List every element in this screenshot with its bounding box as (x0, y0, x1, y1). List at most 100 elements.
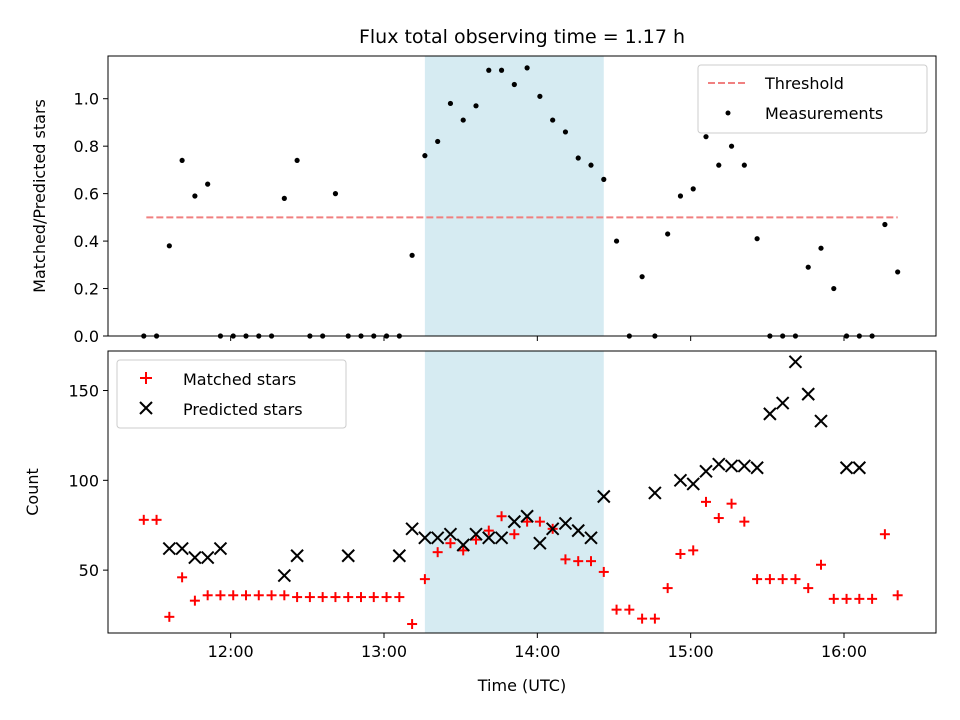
predicted-point (801, 387, 815, 401)
matched-point (854, 593, 865, 604)
measurement-point (895, 269, 901, 275)
matched-point (598, 566, 609, 577)
measurement-point (511, 81, 517, 88)
counts-legend: Matched stars Predicted stars (116, 359, 347, 429)
predicted-point (814, 414, 828, 428)
matched-point (202, 590, 213, 601)
matched-point (522, 516, 533, 527)
predicted-point (341, 549, 355, 563)
ratio-y-tick-label: 0.6 (74, 185, 99, 204)
matched-point (279, 590, 290, 601)
measurement-point (498, 67, 505, 73)
legend-predicted-swatch (139, 401, 153, 415)
counts-y-tick-label: 50 (79, 561, 99, 580)
predicted-point (648, 486, 662, 500)
counts-y-tick-label: 100 (68, 471, 99, 490)
predicted-point (533, 536, 547, 550)
counts-marks (138, 355, 903, 630)
matched-point (573, 556, 584, 567)
matched-point (228, 590, 239, 601)
measurement-point (486, 67, 492, 73)
predicted-point (775, 396, 790, 410)
matched-point (394, 592, 405, 603)
measurement-point (728, 143, 735, 149)
predicted-point (175, 541, 189, 556)
matched-point (662, 583, 673, 594)
matched-point (803, 583, 814, 594)
predicted-point (418, 531, 432, 545)
x-tick-label: 12:00 (208, 642, 254, 661)
matched-point (317, 592, 328, 603)
matched-point (177, 572, 188, 583)
matched-point (867, 593, 878, 604)
ratio-y-tick-label: 1.0 (74, 90, 99, 109)
predicted-point (456, 538, 470, 552)
measurement-point (639, 274, 645, 280)
matched-point (304, 592, 315, 603)
legend-measurements-swatch (725, 110, 731, 116)
matched-point (445, 538, 456, 549)
ratio-legend: Threshold Measurements (697, 64, 928, 134)
predicted-point (200, 550, 215, 565)
measurement-point (422, 153, 428, 159)
measurement-point (537, 93, 543, 99)
matched-point (266, 590, 277, 601)
matched-point (586, 556, 596, 567)
measurement-point (575, 155, 581, 161)
matched-point (419, 574, 430, 585)
predicted-point (558, 516, 573, 531)
predicted-point (737, 459, 752, 473)
legend-threshold-label: Threshold (764, 74, 844, 93)
counts-y-tick-label: 150 (68, 382, 99, 401)
predicted-point (686, 477, 700, 491)
ratio-y-tick-label: 0.2 (74, 280, 99, 299)
predicted-point (699, 464, 713, 479)
measurement-point (818, 245, 824, 251)
matched-point (381, 592, 392, 603)
matched-point (764, 574, 775, 585)
counts-y-ticks: 50 100 150 (68, 382, 108, 580)
measurement-point (677, 193, 684, 199)
matched-point (828, 593, 839, 604)
matched-point (739, 516, 750, 527)
measurement-point (166, 243, 172, 249)
x-axis-label: Time (UTC) (477, 676, 566, 695)
chart-title: Flux total observing time = 1.17 h (359, 26, 685, 48)
predicted-point (482, 531, 496, 545)
ratio-y-tick-label: 0.8 (74, 137, 99, 156)
matched-point (816, 559, 826, 570)
matched-point (483, 525, 494, 536)
predicted-point (520, 509, 534, 523)
predicted-point (443, 527, 458, 541)
matched-point (356, 592, 366, 603)
matched-point (879, 529, 890, 540)
predicted-point (494, 531, 509, 545)
predicted-point (597, 489, 611, 504)
matched-point (215, 590, 226, 601)
predicted-point (430, 531, 445, 545)
measurement-point (588, 162, 594, 168)
measurement-point (281, 195, 287, 201)
measurement-point (690, 186, 696, 192)
legend-predicted-label: Predicted stars (183, 400, 303, 419)
predicted-point (188, 550, 202, 565)
measurement-point (741, 162, 747, 168)
matched-point (138, 514, 149, 525)
counts-legend-frame (116, 359, 347, 429)
measurement-point (179, 157, 185, 164)
matched-point (253, 590, 264, 601)
matched-point (560, 554, 571, 565)
predicted-point (673, 473, 688, 488)
matched-point (432, 547, 443, 558)
predicted-point (290, 549, 304, 563)
matched-point (688, 545, 699, 556)
ratio-y-axis-label: Matched/Predicted stars (30, 99, 49, 293)
predicted-point (763, 407, 777, 421)
measurement-point (332, 191, 339, 197)
measurement-point (294, 157, 300, 164)
matched-point (841, 593, 852, 604)
predicted-point (724, 459, 739, 473)
ratio-y-tick-label: 0.0 (74, 327, 99, 346)
measurement-point (882, 221, 888, 228)
matched-point (496, 511, 507, 522)
